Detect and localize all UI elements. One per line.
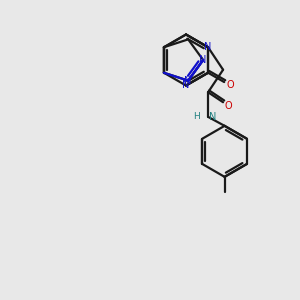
Text: N: N [200, 55, 207, 65]
Text: N: N [184, 76, 192, 85]
Text: N: N [182, 80, 190, 91]
Text: O: O [226, 80, 234, 90]
Text: O: O [225, 101, 232, 111]
Text: N: N [204, 42, 212, 52]
Text: N: N [209, 112, 216, 122]
Text: H: H [193, 112, 200, 121]
